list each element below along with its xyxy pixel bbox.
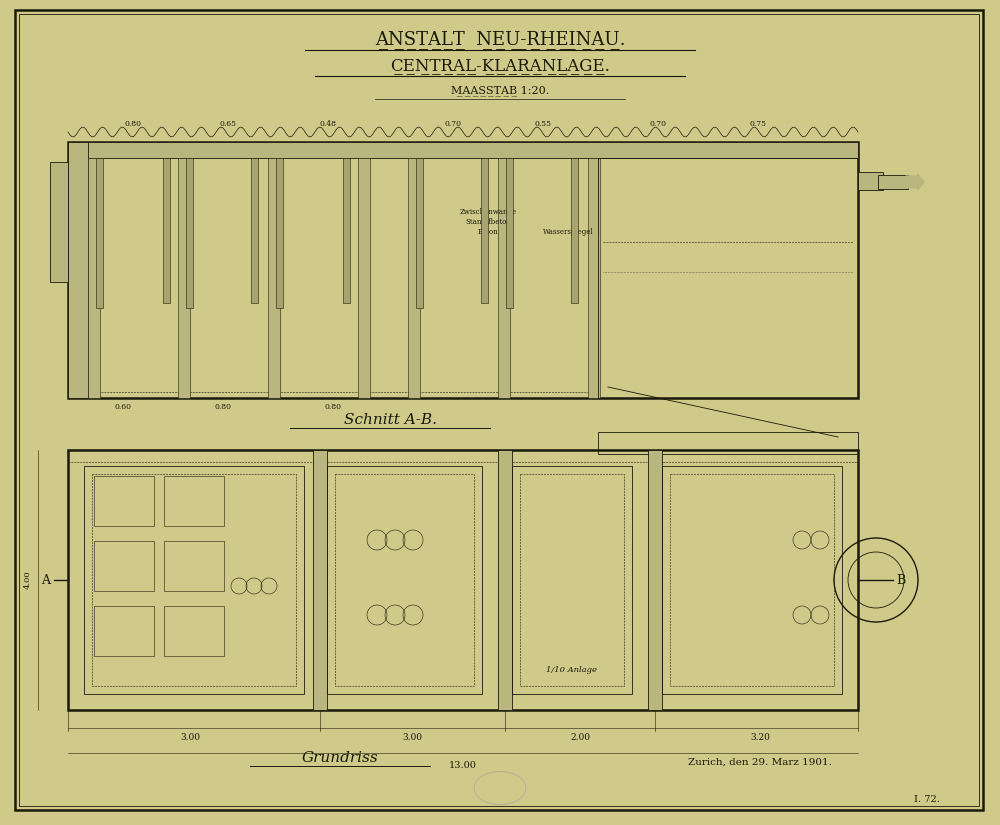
Bar (498, 158, 510, 398)
Bar (343, 158, 350, 303)
Bar (186, 158, 193, 308)
Bar (481, 158, 488, 303)
Bar (268, 158, 280, 398)
Bar (178, 158, 190, 398)
Bar (506, 158, 513, 308)
Text: A: A (41, 573, 50, 587)
Bar (520, 474, 624, 686)
Text: Beton: Beton (478, 228, 498, 236)
Bar (408, 158, 420, 398)
Bar (588, 158, 600, 398)
Bar (648, 450, 662, 710)
Bar (598, 432, 858, 454)
Bar (335, 474, 474, 686)
Text: 0.55: 0.55 (534, 120, 552, 128)
Bar (662, 466, 842, 694)
Text: 0.48: 0.48 (320, 120, 336, 128)
Text: B: B (896, 573, 905, 587)
Bar (94, 606, 154, 656)
Text: Schnitt A-B.: Schnitt A-B. (344, 413, 436, 427)
Bar (670, 474, 834, 686)
Text: 0.70: 0.70 (650, 120, 666, 128)
Bar (88, 158, 100, 398)
Bar (598, 158, 858, 398)
Bar (164, 606, 224, 656)
Text: Grundriss: Grundriss (302, 751, 378, 765)
Bar (416, 158, 423, 308)
Bar (68, 142, 858, 398)
FancyArrow shape (906, 174, 924, 190)
Text: 0.75: 0.75 (750, 120, 767, 128)
Bar (68, 142, 88, 398)
Bar (94, 541, 154, 591)
Bar (68, 450, 858, 710)
Text: I. 72.: I. 72. (914, 795, 940, 804)
Text: 0.70: 0.70 (444, 120, 462, 128)
Bar (163, 158, 170, 303)
Bar (358, 158, 370, 398)
Text: 0.80: 0.80 (324, 403, 342, 411)
Text: Wasserspiegel: Wasserspiegel (543, 228, 594, 236)
Bar (92, 474, 296, 686)
Bar (251, 158, 258, 303)
Bar (94, 476, 154, 526)
Bar (327, 466, 482, 694)
Bar (164, 476, 224, 526)
Bar (858, 172, 883, 190)
Bar (498, 450, 512, 710)
Text: Zurich, den 29. Marz 1901.: Zurich, den 29. Marz 1901. (688, 757, 832, 766)
Text: 0.60: 0.60 (114, 403, 132, 411)
Text: 0.80: 0.80 (124, 120, 142, 128)
Text: C̲E̲N̲T̲R̲A̲L̲-K̲L̲A̲R̲A̲N̲L̲A̲G̲E̲.: C̲E̲N̲T̲R̲A̲L̲-K̲L̲A̲R̲A̲N̲L̲A̲G̲E̲. (390, 58, 610, 74)
Bar (571, 158, 578, 303)
Bar (96, 158, 103, 308)
Text: 2.00: 2.00 (570, 733, 590, 742)
Text: 1/10 Anlage: 1/10 Anlage (546, 666, 598, 674)
Bar (878, 175, 908, 189)
Bar (313, 450, 327, 710)
Text: 13.00: 13.00 (449, 761, 477, 771)
Bar (84, 466, 304, 694)
Bar (164, 541, 224, 591)
Text: 3.00: 3.00 (180, 733, 200, 742)
Text: 4.00: 4.00 (24, 571, 32, 589)
Text: 3.00: 3.00 (402, 733, 422, 742)
Bar (512, 466, 632, 694)
Text: Stampfbeton: Stampfbeton (465, 218, 511, 226)
Text: Zwischenwande: Zwischenwande (459, 208, 517, 216)
Text: M̲A̲A̲S̲S̲T̲A̲B̲ 1:20.: M̲A̲A̲S̲S̲T̲A̲B̲ 1:20. (451, 86, 549, 97)
Text: 0.65: 0.65 (220, 120, 237, 128)
Text: 3.20: 3.20 (750, 733, 770, 742)
Bar (68, 142, 858, 158)
Bar (50, 162, 68, 282)
Text: 0.80: 0.80 (214, 403, 232, 411)
Bar (276, 158, 283, 308)
Text: A̲N̲S̲T̲A̲L̲T̲  N̲E̲U̲-̲R̲H̲E̲I̲N̲A̲U̲.: A̲N̲S̲T̲A̲L̲T̲ N̲E̲U̲-̲R̲H̲E̲I̲N̲A̲U̲. (375, 31, 625, 50)
